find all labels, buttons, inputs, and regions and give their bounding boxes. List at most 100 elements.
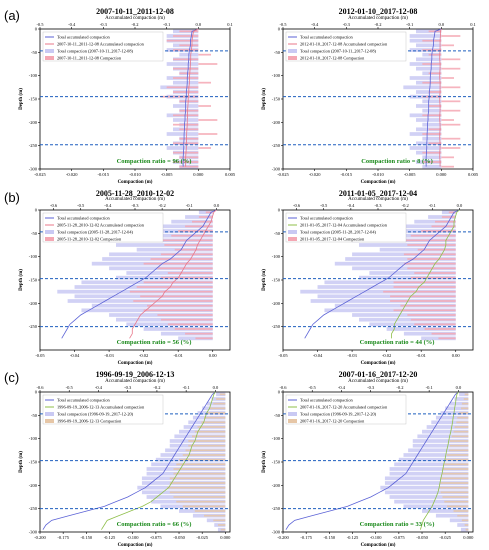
c-left-window-compaction-bar bbox=[169, 491, 226, 494]
c-left-window-compaction-bar bbox=[194, 510, 226, 512]
c-left-top-tick-label: 0.0 bbox=[213, 385, 219, 390]
a-left-window-compaction-bar bbox=[173, 67, 199, 70]
c-left-x-tick-label: -0.150 bbox=[81, 535, 93, 540]
c-right-total-compaction-bar bbox=[457, 523, 469, 527]
b-left-window-compaction-bar bbox=[150, 258, 213, 260]
c-left-x-tick-label: -0.125 bbox=[104, 535, 116, 540]
a-left-window-compaction-bar bbox=[179, 44, 199, 47]
b-right-x-tick-label: -0.04 bbox=[313, 353, 323, 358]
b-left-window-compaction-bar bbox=[198, 216, 213, 218]
c-right-total-compaction-bar bbox=[445, 406, 469, 411]
c-left-window-compaction-bar bbox=[169, 482, 226, 484]
c-left-x-tick-label: 0.000 bbox=[220, 535, 231, 540]
a-right-total-compaction-bar bbox=[416, 43, 442, 48]
b-left-window-compaction-bar bbox=[164, 244, 213, 246]
a-left-x-tick-label: -0.015 bbox=[98, 172, 110, 177]
b-left-legend-label: 2005-11-28_2010-12-02 Compaction bbox=[57, 237, 122, 242]
b-left-legend-label: Total accumulated compaction bbox=[57, 216, 111, 221]
b-right-window-compaction-bar bbox=[431, 332, 456, 335]
c-right-window-compaction-bar bbox=[461, 402, 469, 405]
c-right-window-compaction-bar bbox=[454, 426, 469, 428]
c-right-window-compaction-bar bbox=[445, 458, 469, 461]
a-left-top-tick-label: -0.4 bbox=[68, 22, 76, 27]
b-left-window-compaction-bar bbox=[185, 332, 213, 335]
c-right-total-compaction-bar bbox=[403, 504, 469, 509]
b-left-legend-label: Total compaction (2005-11-28_2017-12-04) bbox=[57, 230, 133, 235]
b-right-total-compaction-bar bbox=[403, 224, 456, 229]
b-right-total-compaction-bar bbox=[310, 299, 456, 303]
c-left-window-compaction-bar bbox=[173, 468, 226, 470]
a-left-window-compaction-bar bbox=[198, 63, 218, 65]
b-left-top-axis-label: Accumulated compaction (m) bbox=[105, 197, 165, 202]
c-right-y-tick-label: -50 bbox=[274, 413, 281, 418]
a-right-window-compaction-bar bbox=[441, 137, 461, 140]
c-left-window-compaction-bar bbox=[213, 402, 226, 405]
b-right-legend-label: 2011-01-05_2017-12-04 Compaction bbox=[300, 237, 365, 242]
c-right-window-compaction-bar bbox=[461, 519, 469, 522]
b-right-legend-label: 2011-01-05_2017-12-04 Accumulated compac… bbox=[300, 223, 388, 228]
c-left-window-compaction-bar bbox=[197, 426, 226, 428]
b-left-window-compaction-bar bbox=[174, 248, 213, 251]
a-right-window-compaction-bar bbox=[428, 105, 442, 107]
a-right-window-compaction-bar bbox=[422, 151, 442, 154]
b-left-window-compaction-bar bbox=[160, 253, 213, 256]
b-right-y-tick-label: -150 bbox=[272, 278, 281, 283]
b-left-y-tick-label: -100 bbox=[29, 254, 38, 259]
b-left-window-accumulated-line bbox=[129, 209, 217, 339]
a-left-x-tick-label: 0.005 bbox=[225, 172, 236, 177]
a-right-top-axis-label: Accumulated compaction (m) bbox=[348, 16, 408, 21]
c-right-total-compaction-bar bbox=[384, 476, 469, 481]
c-right-total-compaction-bar bbox=[417, 434, 469, 439]
a-left-window-compaction-bar bbox=[173, 91, 199, 93]
b-right-top-tick-label: -0.2 bbox=[402, 203, 409, 208]
a-right-total-compaction-bar bbox=[416, 66, 442, 71]
b-right-top-tick-label: -0.6 bbox=[293, 203, 301, 208]
c-left-window-compaction-bar bbox=[188, 440, 226, 442]
b-right-top-tick-label: -0.1 bbox=[429, 203, 436, 208]
a-right-window-compaction-bar bbox=[441, 147, 461, 149]
c-left-top-tick-label: -0.1 bbox=[183, 385, 190, 390]
a-left-window-compaction-bar bbox=[179, 156, 199, 159]
b-left-title: 2005-11-28_2010-12-02 bbox=[96, 189, 174, 198]
c-left-window-compaction-bar bbox=[185, 449, 226, 452]
a-left-x-tick-label: -0.020 bbox=[66, 172, 78, 177]
a-right-top-tick-label: -0.5 bbox=[279, 22, 287, 27]
c-left-window-compaction-bar bbox=[204, 416, 226, 419]
b-right-window-compaction-bar bbox=[383, 290, 456, 293]
b-left-x-tick-label: -0.03 bbox=[104, 353, 114, 358]
c-left-y-tick-label: -200 bbox=[29, 483, 38, 488]
b-right-total-compaction-bar bbox=[300, 289, 456, 294]
c-right-window-compaction-bar bbox=[447, 454, 469, 456]
b-right-window-compaction-bar bbox=[414, 272, 456, 274]
a-right-y-tick-label: -100 bbox=[272, 73, 281, 78]
a-right-title: 2012-01-10_2017-12-08 bbox=[339, 7, 418, 16]
a-right-window-compaction-bar bbox=[441, 77, 454, 79]
b-left-window-compaction-bar bbox=[143, 281, 213, 284]
b-left-window-compaction-bar bbox=[157, 314, 213, 316]
b-right-window-compaction-bar bbox=[393, 281, 456, 284]
b-right-top-tick-label: 0.0 bbox=[457, 203, 463, 208]
b-right-y-tick-label: -100 bbox=[272, 254, 281, 259]
c-right-window-compaction-bar bbox=[453, 510, 469, 512]
a-right-x-tick-label: -0.015 bbox=[341, 172, 353, 177]
c-right-x-tick-label: -0.125 bbox=[347, 535, 359, 540]
a-right-y-axis-label: Depth (m) bbox=[262, 88, 267, 110]
b-left-y-tick-label: -50 bbox=[31, 231, 38, 236]
a-right-window-compaction-bar bbox=[441, 67, 461, 70]
b-left-legend-bar-swatch bbox=[45, 230, 54, 234]
a-right-y-tick-label: -50 bbox=[274, 50, 281, 55]
b-left-x-tick-label: -0.05 bbox=[35, 353, 45, 358]
c-right-window-compaction-bar bbox=[440, 477, 469, 480]
c-right-total-compaction-bar bbox=[403, 453, 469, 457]
c-left-window-compaction-bar bbox=[194, 430, 226, 433]
c-right-title: 2007-01-16_2017-12-20 bbox=[339, 370, 418, 379]
a-left-window-accumulated-line bbox=[185, 28, 199, 167]
a-right-x-tick-label: -0.020 bbox=[309, 172, 321, 177]
c-right-x-tick-label: -0.050 bbox=[416, 535, 428, 540]
a-right-legend-label: Total accumulated compaction bbox=[300, 35, 354, 40]
c-right-window-compaction-bar bbox=[453, 430, 469, 433]
a-right-x-tick-label: -0.025 bbox=[277, 172, 289, 177]
a-right-y-tick-label: -150 bbox=[272, 97, 281, 102]
b-right-window-compaction-bar bbox=[410, 234, 456, 237]
